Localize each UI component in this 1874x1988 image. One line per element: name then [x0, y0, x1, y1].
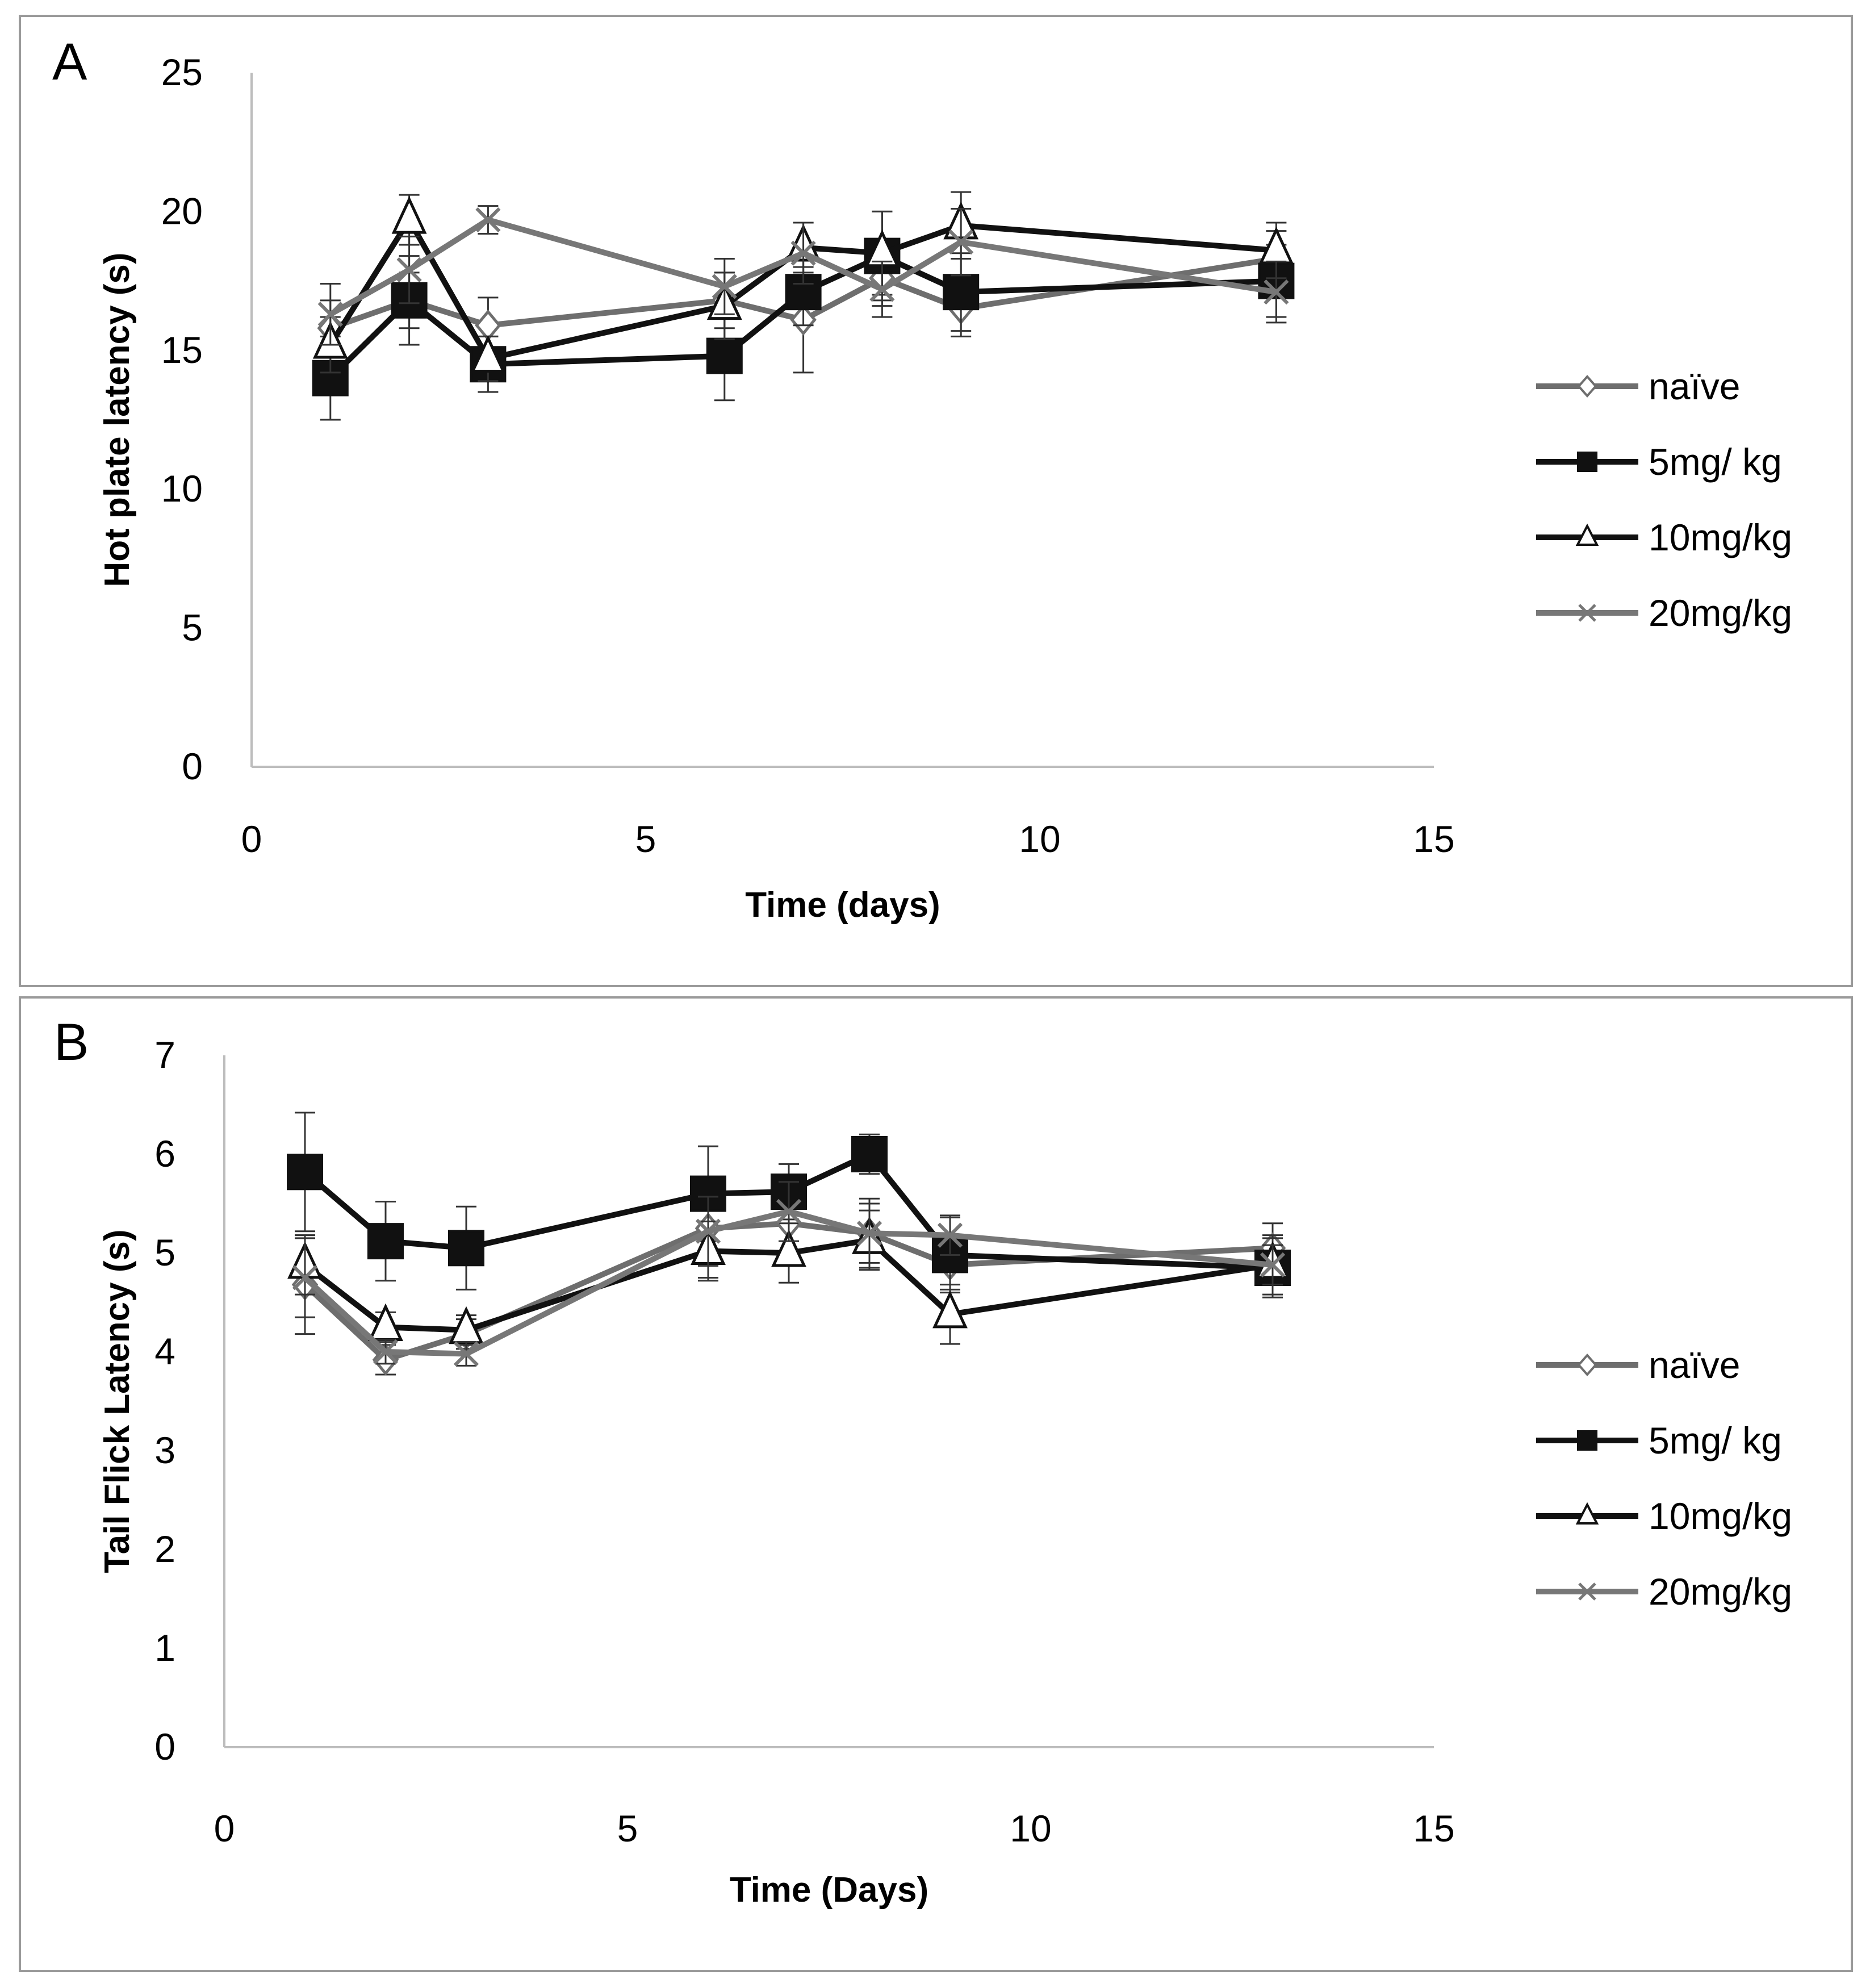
y-tick-label: 0	[182, 745, 203, 787]
legend-label-mg20: 20mg/kg	[1649, 1571, 1792, 1613]
y-tick-label: 5	[154, 1231, 175, 1273]
data-point	[470, 335, 506, 373]
series-mg20	[317, 205, 1289, 346]
data-point	[373, 1339, 399, 1365]
data-point	[932, 1290, 968, 1329]
legend: naïve 5mg/ kg 10mg/kg 20mg/kg	[1536, 1344, 1792, 1613]
y-tick-label: 25	[161, 51, 203, 93]
data-point	[712, 274, 737, 299]
data-point	[776, 1198, 802, 1225]
x-axis-title: Time (days)	[745, 886, 940, 925]
legend-marker-mg10	[1575, 523, 1599, 546]
legend-marker-mg5	[1577, 452, 1597, 472]
y-axis-title: Tail Flick Latency (s)	[98, 1229, 137, 1573]
data-point	[367, 1223, 404, 1260]
x-tick-label: 15	[1413, 818, 1454, 860]
data-point	[453, 1341, 479, 1367]
data-point	[368, 1303, 403, 1341]
data-point	[695, 1218, 721, 1244]
x-tick-label: 10	[1019, 818, 1060, 860]
data-point	[317, 302, 343, 327]
data-point	[856, 1221, 882, 1246]
legend-marker-mg20	[1578, 1582, 1596, 1601]
data-point	[292, 1265, 318, 1290]
y-tick-label: 20	[161, 190, 203, 232]
series-line	[303, 1208, 1273, 1357]
legend-label-naive: naïve	[1649, 1344, 1740, 1386]
data-point	[448, 1230, 484, 1267]
data-point	[1258, 226, 1294, 265]
panel-b: B 0 1 2 3 4 5 6 7 0 5 10 15 Time (Days) Tail Flick Lat…	[19, 996, 1853, 1972]
data-point	[869, 277, 895, 302]
y-tick-label: 4	[154, 1330, 175, 1372]
y-tick-label: 15	[161, 329, 203, 371]
series-line	[303, 1237, 1273, 1333]
legend-label-mg5: 5mg/ kg	[1649, 1419, 1782, 1461]
y-tick-label: 1	[154, 1627, 175, 1669]
legend-label-mg10: 10mg/kg	[1649, 516, 1792, 558]
series-mg20	[292, 1181, 1286, 1367]
legend: naïve 5mg/ kg 10mg/kg 20mg/kg	[1536, 365, 1792, 634]
x-tick-label: 15	[1413, 1807, 1454, 1849]
data-point	[937, 1222, 963, 1248]
legend-label-mg10: 10mg/kg	[1649, 1495, 1792, 1537]
x-axis-title: Time (Days)	[730, 1870, 928, 1910]
y-tick-label: 2	[154, 1528, 175, 1570]
y-tick-label: 3	[154, 1429, 175, 1471]
x-tick-label: 10	[1010, 1807, 1051, 1849]
data-point	[1260, 1252, 1286, 1278]
panel-a: A 0 5 10 15 20 25 0 5 10 15 Time (days) Hot plate la…	[19, 15, 1853, 987]
series-line	[329, 217, 1277, 317]
data-point	[771, 1229, 806, 1267]
data-point	[396, 257, 422, 283]
y-tick-label: 0	[154, 1726, 175, 1768]
panel-letter: B	[54, 1013, 89, 1071]
series-mg5	[287, 1112, 1291, 1298]
x-tick-label: 0	[214, 1807, 235, 1849]
data-point	[948, 229, 974, 255]
legend-label-mg5: 5mg/ kg	[1649, 441, 1782, 483]
data-point	[475, 207, 501, 233]
data-point	[1264, 279, 1289, 305]
legend-label-naive: naïve	[1649, 365, 1740, 407]
legend-marker-naive	[1577, 1353, 1597, 1377]
chart-b-svg: B 0 1 2 3 4 5 6 7 0 5 10 15 Time (Days) Tail Flick Lat…	[54, 1013, 1792, 1910]
y-tick-label: 7	[154, 1034, 175, 1076]
y-axis-title: Hot plate latency (s)	[98, 252, 137, 587]
data-point	[851, 1136, 888, 1172]
x-tick-label: 5	[635, 818, 656, 860]
panel-letter: A	[52, 33, 87, 91]
y-tick-label: 10	[161, 467, 203, 509]
legend-marker-mg10	[1575, 1502, 1599, 1525]
data-point	[943, 274, 980, 311]
chart-a-svg: A 0 5 10 15 20 25 0 5 10 15 Time (days) Hot plate la…	[52, 33, 1792, 925]
x-tick-label: 0	[241, 818, 262, 860]
data-point	[391, 196, 427, 234]
legend-marker-mg20	[1578, 604, 1596, 622]
data-point	[706, 337, 743, 374]
y-tick-label: 6	[154, 1133, 175, 1175]
legend-marker-naive	[1577, 374, 1597, 398]
x-tick-label: 5	[617, 1807, 638, 1849]
legend-marker-mg5	[1577, 1430, 1597, 1451]
data-point	[287, 1154, 323, 1191]
y-tick-label: 5	[182, 607, 203, 649]
data-point	[790, 240, 816, 266]
legend-label-mg20: 20mg/kg	[1649, 592, 1792, 634]
